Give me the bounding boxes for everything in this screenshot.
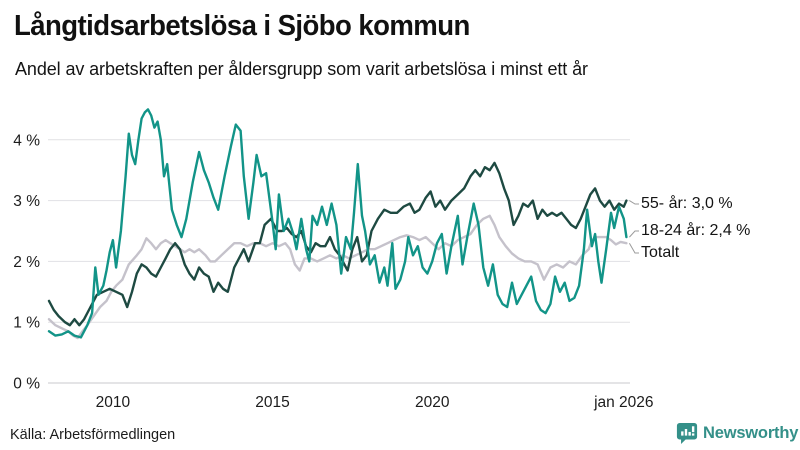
end-label: Totalt (641, 244, 680, 261)
y-tick-label: 3 % (13, 193, 40, 210)
newsworthy-logo-icon (676, 422, 698, 445)
annotation-leader (629, 200, 639, 205)
end-label: 55- år: 3,0 % (641, 195, 733, 212)
newsworthy-wordmark: Newsworthy (703, 424, 799, 442)
x-tick-label: 2020 (415, 394, 450, 411)
series-line-18-24-år (47, 108, 628, 339)
chart-subtitle: Andel av arbetskraften per åldersgrupp s… (15, 59, 588, 79)
end-label: 18-24 år: 2,4 % (641, 222, 751, 239)
x-tick-label: 2015 (255, 394, 289, 411)
chart-title: Långtidsarbetslösa i Sjöbo kommun (14, 10, 470, 42)
newsworthy-brand: Newsworthy (676, 422, 798, 445)
y-tick-label: 2 % (13, 254, 40, 271)
logo-bars (681, 426, 695, 436)
series-line-totalt (47, 214, 628, 340)
annotation-leader (629, 230, 639, 238)
x-tick-label: jan 2026 (593, 394, 653, 411)
annotation-leader (628, 242, 639, 254)
y-tick-label: 1 % (13, 315, 40, 332)
y-tick-label: 4 % (13, 132, 40, 149)
source-note: Källa: Arbetsförmedlingen (10, 427, 176, 443)
x-tick-label: 2010 (96, 394, 131, 411)
y-tick-label: 0 % (13, 376, 40, 393)
